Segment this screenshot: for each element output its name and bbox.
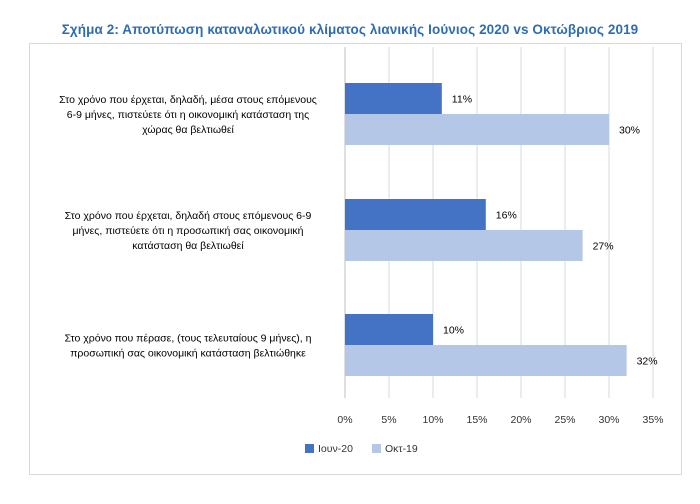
data-label: 11% [452, 94, 472, 106]
bar-oct19 [345, 230, 583, 261]
x-tick-label: 30% [598, 414, 619, 426]
category-label: προσωπική σας οικονομική κατάσταση βελτι… [70, 348, 306, 360]
bar-oct19 [345, 114, 609, 145]
bar-jun20 [345, 314, 433, 345]
x-tick-label: 25% [554, 414, 575, 426]
legend-swatch [372, 444, 381, 453]
bar-jun20 [345, 199, 486, 230]
x-tick-label: 15% [466, 414, 487, 426]
legend-label: Ιουν-20 [318, 443, 353, 455]
legend-label: Οκτ-19 [385, 443, 418, 455]
x-tick-label: 20% [510, 414, 531, 426]
category-label: 6-9 μήνες, πιστεύετε ότι η οικονομική κα… [67, 109, 309, 121]
chart-title: Σχήμα 2: Αποτύπωση καταναλωτικού κλίματο… [61, 22, 639, 37]
chart-frame [29, 43, 682, 475]
category-label: μήνες, πιστεύετε ότι η προσωπική σας οικ… [72, 225, 303, 237]
category-label: Στο χρόνο που έρχεται, δηλαδή στους επόμ… [65, 210, 312, 222]
category-label: χώρας θα βελτιωθεί [142, 124, 234, 136]
data-label: 16% [496, 210, 517, 222]
x-tick-label: 0% [337, 414, 352, 426]
x-tick-label: 35% [642, 414, 663, 426]
category-label: Στο χρόνο που πέρασε, (τους τελευταίους … [65, 333, 312, 345]
category-label: Στο χρόνο που έρχεται, δηλαδή, μέσα στου… [59, 94, 317, 106]
x-tick-label: 5% [381, 414, 396, 426]
bar-jun20 [345, 83, 442, 114]
data-label: 30% [619, 125, 640, 137]
category-label: κατάσταση θα βελτιωθεί [132, 240, 244, 252]
data-label: 10% [443, 325, 464, 337]
data-label: 27% [593, 241, 614, 253]
x-tick-label: 10% [422, 414, 443, 426]
bar-oct19 [345, 345, 627, 376]
data-label: 32% [637, 356, 658, 368]
legend-swatch [305, 444, 314, 453]
